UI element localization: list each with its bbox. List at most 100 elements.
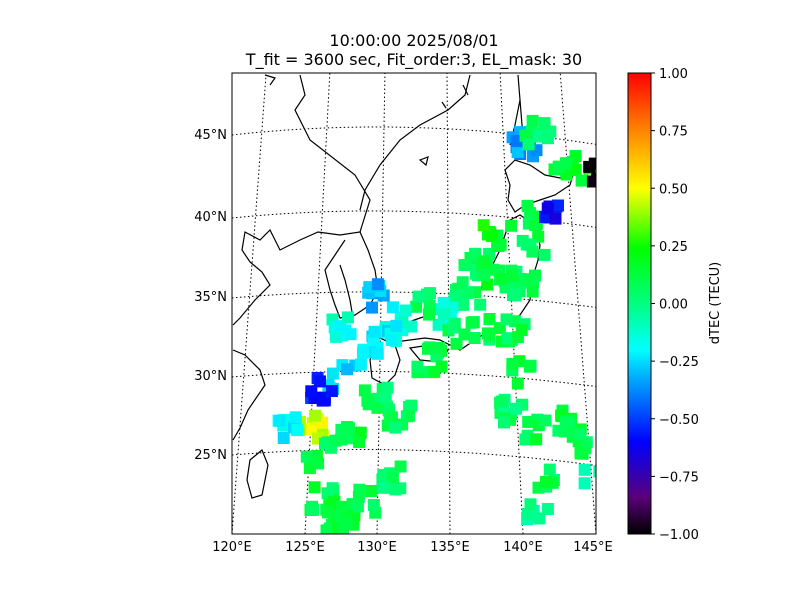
dtec-cell xyxy=(483,313,496,325)
dtec-cell xyxy=(344,328,357,341)
dtec-cell xyxy=(522,138,535,151)
dtec-cell xyxy=(341,363,354,376)
dtec-cell xyxy=(538,248,551,261)
dtec-cell xyxy=(506,357,519,370)
dtec-cell xyxy=(516,234,529,247)
dtec-cell xyxy=(462,286,474,299)
dtec-cell xyxy=(541,202,554,215)
dtec-cell xyxy=(505,219,518,232)
colorbar-label: dTEC (TECU) xyxy=(708,262,723,345)
dtec-cell xyxy=(325,385,338,397)
dtec-cell xyxy=(530,433,543,446)
dtec-cell xyxy=(371,278,384,291)
dtec-cell xyxy=(399,304,412,317)
dtec-cell xyxy=(367,499,380,511)
dtec-cell xyxy=(575,174,588,187)
dtec-cell xyxy=(412,290,425,303)
dtec-cell xyxy=(598,469,610,481)
map-frame xyxy=(231,72,597,535)
dtec-cell xyxy=(523,360,536,373)
dtec-cell xyxy=(423,308,435,321)
colorbar xyxy=(627,72,652,535)
colorbar-tick-label: −0.50 xyxy=(659,413,699,428)
dtec-cell xyxy=(323,522,336,534)
colorbar-tick-label: 0.50 xyxy=(659,182,688,197)
colorbar-tick-label: 0.75 xyxy=(659,125,688,140)
dtec-cell xyxy=(273,414,286,427)
dtec-cell xyxy=(305,385,318,398)
dtec-cell xyxy=(539,414,552,427)
dtec-cell xyxy=(322,506,334,519)
lon-tick-145: 145°E xyxy=(573,540,613,555)
colorbar-tick-labels: 1.00 0.75 0.50 0.25 0.00 −0.25 −0.50 −0.75 −1.00 xyxy=(651,67,699,543)
dtec-cell xyxy=(381,381,394,394)
lat-tick-35: 35°N xyxy=(194,290,227,305)
dtec-cell xyxy=(510,402,522,415)
dtec-cell xyxy=(559,415,572,428)
dtec-cell xyxy=(451,289,463,302)
dtec-cell xyxy=(506,269,519,282)
lat-tick-40: 40°N xyxy=(194,210,227,225)
dtec-cell xyxy=(501,332,514,345)
dtec-cell xyxy=(309,409,322,422)
dtec-cell xyxy=(365,485,378,497)
dtec-cell xyxy=(308,481,321,494)
dtec-cell xyxy=(341,421,354,433)
dtec-cell xyxy=(549,212,562,225)
dtec-cell xyxy=(358,384,371,397)
dtec-cell xyxy=(552,199,564,212)
chart-title: 10:00:00 2025/08/01 xyxy=(329,31,499,50)
lat-tick-45: 45°N xyxy=(194,128,227,143)
dtec-cell xyxy=(486,230,499,242)
dtec-cell xyxy=(411,360,424,373)
colorbar-tick-label: −1.00 xyxy=(659,528,699,543)
dtec-cell xyxy=(368,325,381,338)
colorbar-tick-label: 0.25 xyxy=(659,240,688,255)
dtec-cell xyxy=(450,337,463,350)
dtec-cell xyxy=(353,436,366,448)
dtec-cell xyxy=(515,324,528,337)
dtec-cell xyxy=(586,175,596,188)
dtec-cell xyxy=(477,219,490,232)
dtec-cell xyxy=(330,330,343,343)
dtec-cell xyxy=(468,332,481,344)
dtec-cell xyxy=(569,164,582,176)
dtec-cell xyxy=(277,432,290,444)
dtec-cell xyxy=(478,269,491,281)
lon-tick-135: 135°E xyxy=(430,540,470,555)
dtec-cell xyxy=(432,318,445,331)
dtec-cell xyxy=(438,307,451,320)
dtec-cells xyxy=(272,114,616,534)
dtec-cell xyxy=(521,508,534,520)
dtec-cell xyxy=(526,285,539,298)
dtec-cell xyxy=(402,409,415,422)
dtec-cell xyxy=(390,319,403,332)
dtec-cell xyxy=(329,434,342,447)
dtec-cell xyxy=(541,132,554,145)
lon-tick-130: 130°E xyxy=(357,540,397,555)
dtec-cell xyxy=(337,522,349,534)
dtec-cell xyxy=(341,311,354,324)
lon-tick-140: 140°E xyxy=(503,540,543,555)
dtec-cell xyxy=(458,328,471,341)
dtec-cell xyxy=(604,169,616,181)
dtec-cell xyxy=(305,423,318,436)
lat-tick-25: 25°N xyxy=(194,448,227,463)
dtec-cell xyxy=(483,329,496,342)
dtec-cell xyxy=(389,483,402,496)
dtec-cell xyxy=(326,367,339,380)
dtec-cell xyxy=(598,464,610,476)
dtec-cell xyxy=(371,401,384,414)
dtec-cell xyxy=(354,426,367,439)
dtec-cell xyxy=(526,114,539,127)
dtec-cell xyxy=(394,460,407,473)
dtec-cell xyxy=(410,300,423,313)
colorbar-tick-label: 1.00 xyxy=(659,67,688,82)
dtec-cell xyxy=(540,475,552,488)
dtec-cell xyxy=(541,503,554,515)
dtec-cell xyxy=(538,117,551,130)
dtec-cell xyxy=(603,167,615,179)
dtec-cell xyxy=(377,468,390,481)
dtec-cell xyxy=(507,289,519,301)
dtec-cell xyxy=(465,316,478,329)
